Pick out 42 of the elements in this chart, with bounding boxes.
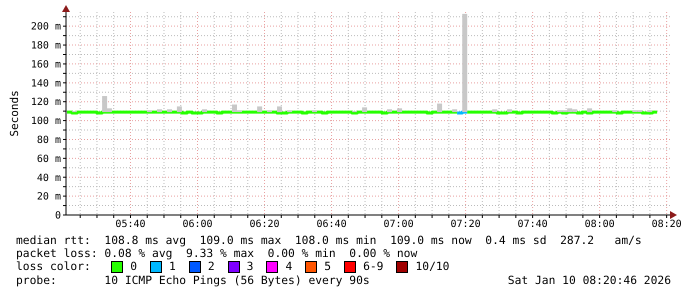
legend-label: 3 [246,260,254,274]
y-tick-label: 40 m [36,172,61,184]
text: median rtt: 108.8 ms avg 109.0 ms max 108.0 ms min 109.0 ms now 0.4 ms sd 287.2 am/s [16,234,643,248]
y-tick-label: 140 m [30,78,61,90]
x-tick-label: 07:00 [384,219,414,230]
text: probe: 10 ICMP Echo Pings (56 Bytes) every 90s [16,274,370,287]
y-axis-title: Seconds [8,90,21,137]
legend-label: 0 [130,260,137,274]
bar [587,108,592,112]
x-tick-label: 05:40 [115,219,146,230]
x-tick-label: 07:20 [450,219,481,230]
bar [397,108,402,112]
y-tick-label: 160 m [30,59,61,70]
legend-title: loss color: [16,260,92,274]
x-tick-label: 06:00 [182,219,213,230]
bar [176,106,182,112]
legend-label: 6-9 [363,260,384,274]
x-tick-label: 07:40 [518,219,548,230]
y-tick-label: 20 m [36,192,61,203]
text: packet loss: 0.08 % avg 9.33 % max 0.00 % min 0.00 % now [16,247,418,260]
bar [437,104,442,112]
y-tick-label: 180 m [30,40,61,52]
legend-label: 5 [324,260,332,274]
x-tick-label: 08:00 [584,219,615,230]
legend-label: 1 [169,260,176,274]
bar [362,107,368,112]
x-tick-label: 06:20 [249,219,280,230]
text: Sat Jan 10 08:20:46 2026 [508,274,671,287]
legend-label: 4 [285,260,292,274]
y-tick-label: 60 m [36,154,61,165]
y-tick-label: 80 m [36,135,61,146]
legend-label: 2 [208,260,215,274]
y-tick-label: 100 m [30,116,61,128]
legend-label: 10/10 [415,260,450,274]
bar [462,14,468,112]
bar [257,106,262,112]
x-tick-label: 06:40 [316,219,347,230]
y-tick-label: 200 m [30,22,61,33]
x-tick-label: 08:20 [652,219,682,230]
bar [277,106,282,112]
y-tick-label: 120 m [30,97,61,108]
y-tick-label: 0 [54,210,61,222]
